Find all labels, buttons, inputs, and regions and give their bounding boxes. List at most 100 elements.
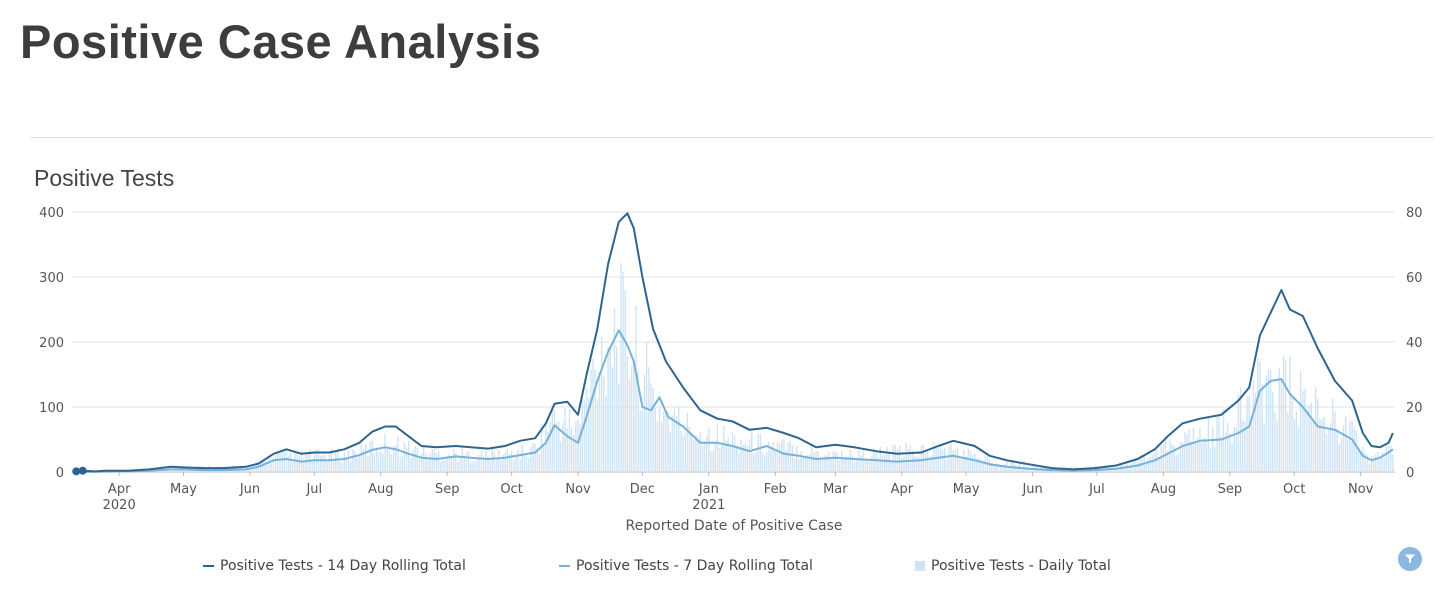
daily-total-bar <box>1201 442 1203 472</box>
daily-total-bar <box>1175 455 1177 472</box>
daily-total-bar <box>903 455 905 472</box>
daily-total-bar <box>1190 441 1192 472</box>
daily-total-bar <box>433 449 436 472</box>
daily-total-bar <box>596 400 599 472</box>
daily-total-bar <box>495 457 498 472</box>
daily-total-bar <box>1246 396 1248 472</box>
daily-total-bar <box>551 410 554 472</box>
x-tick-label: Jul <box>1088 482 1105 497</box>
daily-total-bar <box>712 450 714 472</box>
daily-total-bar <box>1192 428 1195 472</box>
daily-total-bar <box>933 442 935 472</box>
daily-total-bar <box>1167 451 1169 472</box>
daily-total-bar <box>386 449 388 472</box>
daily-total-bar <box>558 421 560 472</box>
daily-total-bar <box>1329 423 1332 472</box>
daily-total-bar <box>718 447 721 472</box>
daily-total-bar <box>1231 443 1233 472</box>
daily-total-bar <box>675 416 678 472</box>
daily-total-bar <box>948 445 950 472</box>
daily-total-bar <box>755 452 757 472</box>
daily-total-bar <box>399 457 401 472</box>
daily-total-bar <box>920 446 922 472</box>
daily-total-bar <box>974 453 976 472</box>
daily-total-bar <box>1359 452 1362 472</box>
daily-total-bar <box>778 443 781 472</box>
daily-total-bar <box>1186 433 1188 472</box>
daily-total-bar <box>703 440 706 472</box>
daily-total-bar <box>727 437 729 472</box>
daily-total-bar <box>328 454 331 472</box>
daily-total-bar <box>1340 437 1343 472</box>
daily-total-bar <box>860 455 862 472</box>
daily-total-bar <box>729 445 731 472</box>
daily-total-bar <box>1117 467 1120 472</box>
daily-total-bar <box>326 461 328 472</box>
legend-item-7-day[interactable]: Positive Tests - 7 Day Rolling Total <box>559 556 813 576</box>
legend-item-daily[interactable]: Positive Tests - Daily Total <box>915 556 1111 576</box>
daily-total-bar <box>275 454 277 472</box>
daily-total-bar <box>791 445 794 472</box>
daily-total-bar <box>1304 388 1306 472</box>
daily-total-bar <box>380 451 382 472</box>
daily-total-bar <box>1276 420 1278 472</box>
daily-total-bar <box>487 456 489 472</box>
daily-total-bar <box>1263 423 1265 472</box>
daily-total-bar <box>442 457 444 472</box>
daily-total-bar <box>607 347 609 472</box>
daily-total-bar <box>924 453 927 472</box>
daily-total-bar <box>489 461 491 472</box>
daily-total-bar <box>753 453 755 472</box>
daily-total-bar <box>1136 461 1139 472</box>
daily-total-bar <box>341 463 343 472</box>
y-tick-left: 0 <box>56 466 64 481</box>
daily-total-bar <box>918 456 920 472</box>
x-tick-label: Nov <box>565 482 591 497</box>
daily-total-bar <box>618 383 620 472</box>
x-tick-label: Mar <box>823 482 848 497</box>
legend-item-14-day[interactable]: Positive Tests - 14 Day Rolling Total <box>203 556 466 576</box>
daily-total-bar <box>375 447 378 472</box>
daily-total-bar <box>736 447 738 472</box>
daily-total-bar <box>615 346 618 472</box>
daily-total-bar <box>180 468 183 472</box>
daily-total-bar <box>667 412 669 472</box>
x-tick-label: Sep <box>1218 482 1243 497</box>
daily-total-bar <box>1325 433 1328 472</box>
daily-total-bar <box>1314 386 1317 472</box>
daily-total-bar <box>600 337 603 472</box>
daily-total-bar <box>725 440 727 472</box>
daily-total-bar <box>1284 359 1287 472</box>
daily-total-bar <box>680 431 682 472</box>
daily-total-bar <box>776 441 779 472</box>
daily-total-bar <box>620 262 622 472</box>
daily-total-bar <box>849 450 852 472</box>
filter-button[interactable] <box>1398 547 1422 571</box>
daily-total-bar <box>1242 419 1244 472</box>
daily-total-bar <box>360 441 363 472</box>
legend-label-daily: Positive Tests - Daily Total <box>931 558 1111 574</box>
daily-total-bar <box>508 454 511 472</box>
daily-total-bar <box>1327 427 1330 472</box>
daily-total-bar <box>1128 466 1130 472</box>
daily-total-bar <box>898 445 901 472</box>
series-lines <box>72 212 1394 476</box>
daily-total-bar <box>324 455 326 472</box>
daily-total-bar <box>1267 368 1270 472</box>
daily-total-bar <box>1379 456 1381 472</box>
x-tick-label: Aug <box>1151 482 1176 497</box>
x-tick-year: 2021 <box>692 498 725 513</box>
daily-total-bar <box>738 453 740 472</box>
daily-total-bar <box>1209 448 1212 472</box>
daily-total-bar <box>740 439 742 472</box>
daily-total-bar <box>579 424 581 472</box>
daily-total-bar <box>905 443 907 472</box>
daily-total-bar <box>1265 375 1268 472</box>
daily-total-bar <box>1162 444 1165 472</box>
daily-total-bar <box>650 382 652 472</box>
series-point-14-day <box>72 467 81 476</box>
daily-total-bar <box>1344 415 1347 472</box>
daily-total-bar <box>1199 428 1201 472</box>
x-tick-year: 2020 <box>103 498 136 513</box>
daily-total-bar <box>277 452 279 472</box>
